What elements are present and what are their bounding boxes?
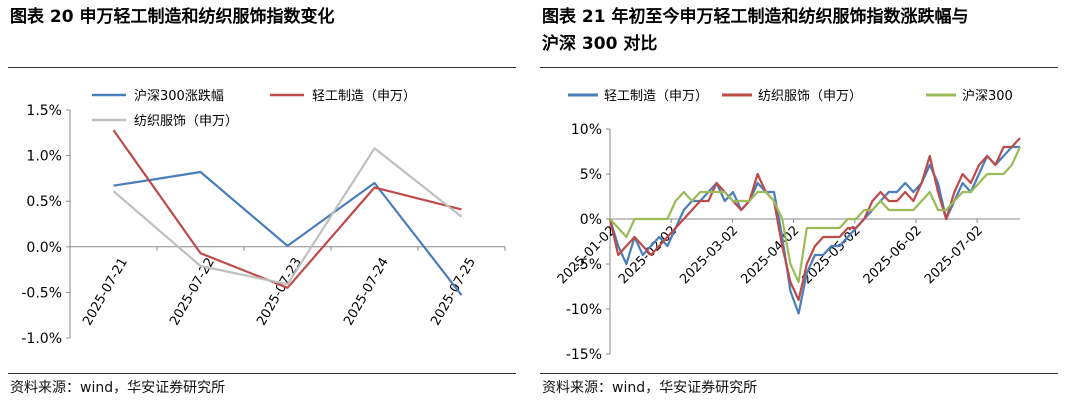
right-y-tick-label: -5%	[575, 257, 602, 273]
left-y-tick-label: -0.5%	[21, 285, 62, 301]
left-x-tick-label: 2025-07-24	[341, 255, 392, 328]
right-figure-panel: 图表 21 年初至今申万轻工制造和纺织服饰指数涨跌幅与 沪深 300 对比 -1…	[532, 0, 1067, 403]
right-figure-title-line2: 沪深 300 对比	[542, 34, 658, 54]
left-line-chart: -1.0% -0.5% 0.0% 0.5% 1.0% 1.5% 2025-07-21 2025…	[21, 88, 506, 347]
left-series-line-1	[113, 170, 463, 296]
left-series-line-2	[112, 129, 462, 289]
left-figure-title: 图表 20 申万轻工制造和纺织服饰指数变化	[10, 7, 335, 27]
right-y-tick-label: 10%	[571, 122, 602, 138]
right-x-tick-label: 2025-05-02	[800, 223, 864, 287]
right-series-line-1	[608, 145, 1020, 315]
left-x-tick-label: 2025-07-23	[254, 255, 305, 328]
right-series-line-3	[609, 146, 1022, 284]
right-legend-label-2: 纺织服饰（申万）	[758, 89, 862, 104]
right-title-rule	[540, 67, 1058, 68]
left-source-note: 资料来源：wind，华安证券研究所	[10, 380, 226, 396]
left-title-rule	[8, 67, 516, 68]
right-legend-label-1: 轻工制造（申万）	[604, 89, 708, 104]
right-y-tick-label: 0%	[580, 212, 602, 228]
right-y-tick-label: 5%	[580, 167, 602, 183]
left-legend-label-3: 纺织服饰（申万）	[134, 114, 238, 129]
right-line-chart: -15%-10%-5%0%5%10%2025-01-022025-02-0220…	[555, 88, 1022, 363]
left-x-tick-label: 2025-07-22	[167, 255, 218, 328]
right-y-tick-label: -10%	[566, 302, 602, 318]
right-x-tick-label: 2025-07-02	[922, 223, 986, 287]
right-series-line-2	[608, 137, 1021, 302]
right-y-tick-label: -15%	[566, 347, 602, 363]
left-figure-panel: 图表 20 申万轻工制造和纺织服饰指数变化 -1.0% -0.5% 0.0% 0.5%…	[0, 0, 524, 403]
left-series-line-3	[112, 147, 463, 286]
left-x-tick-label: 2025-07-21	[80, 255, 131, 328]
left-y-tick-label: -1.0%	[21, 331, 62, 347]
right-x-tick-label: 2025-04-02	[738, 223, 802, 287]
right-x-tick-label: 2025-06-02	[861, 223, 925, 287]
left-y-tick-label: 0.5%	[26, 194, 62, 210]
right-source-rule	[540, 373, 1058, 374]
left-y-tick-label: 1.0%	[26, 149, 62, 165]
right-x-tick-label: 2025-01-02	[555, 223, 619, 287]
left-y-tick-label: 0.0%	[26, 240, 62, 256]
right-source-note: 资料来源：wind，华安证券研究所	[542, 380, 758, 396]
right-legend-label-3: 沪深300	[962, 88, 1013, 104]
left-legend-label-1: 沪深300涨跌幅	[134, 88, 224, 104]
left-x-tick-label: 2025-07-25	[428, 255, 479, 328]
right-figure-title-line1: 图表 21 年初至今申万轻工制造和纺织服饰指数涨跌幅与	[542, 7, 969, 27]
left-source-rule	[8, 373, 516, 374]
left-y-tick-label: 1.5%	[26, 103, 62, 119]
left-legend-label-2: 轻工制造（申万）	[312, 89, 416, 104]
right-x-tick-label: 2025-03-02	[677, 223, 741, 287]
